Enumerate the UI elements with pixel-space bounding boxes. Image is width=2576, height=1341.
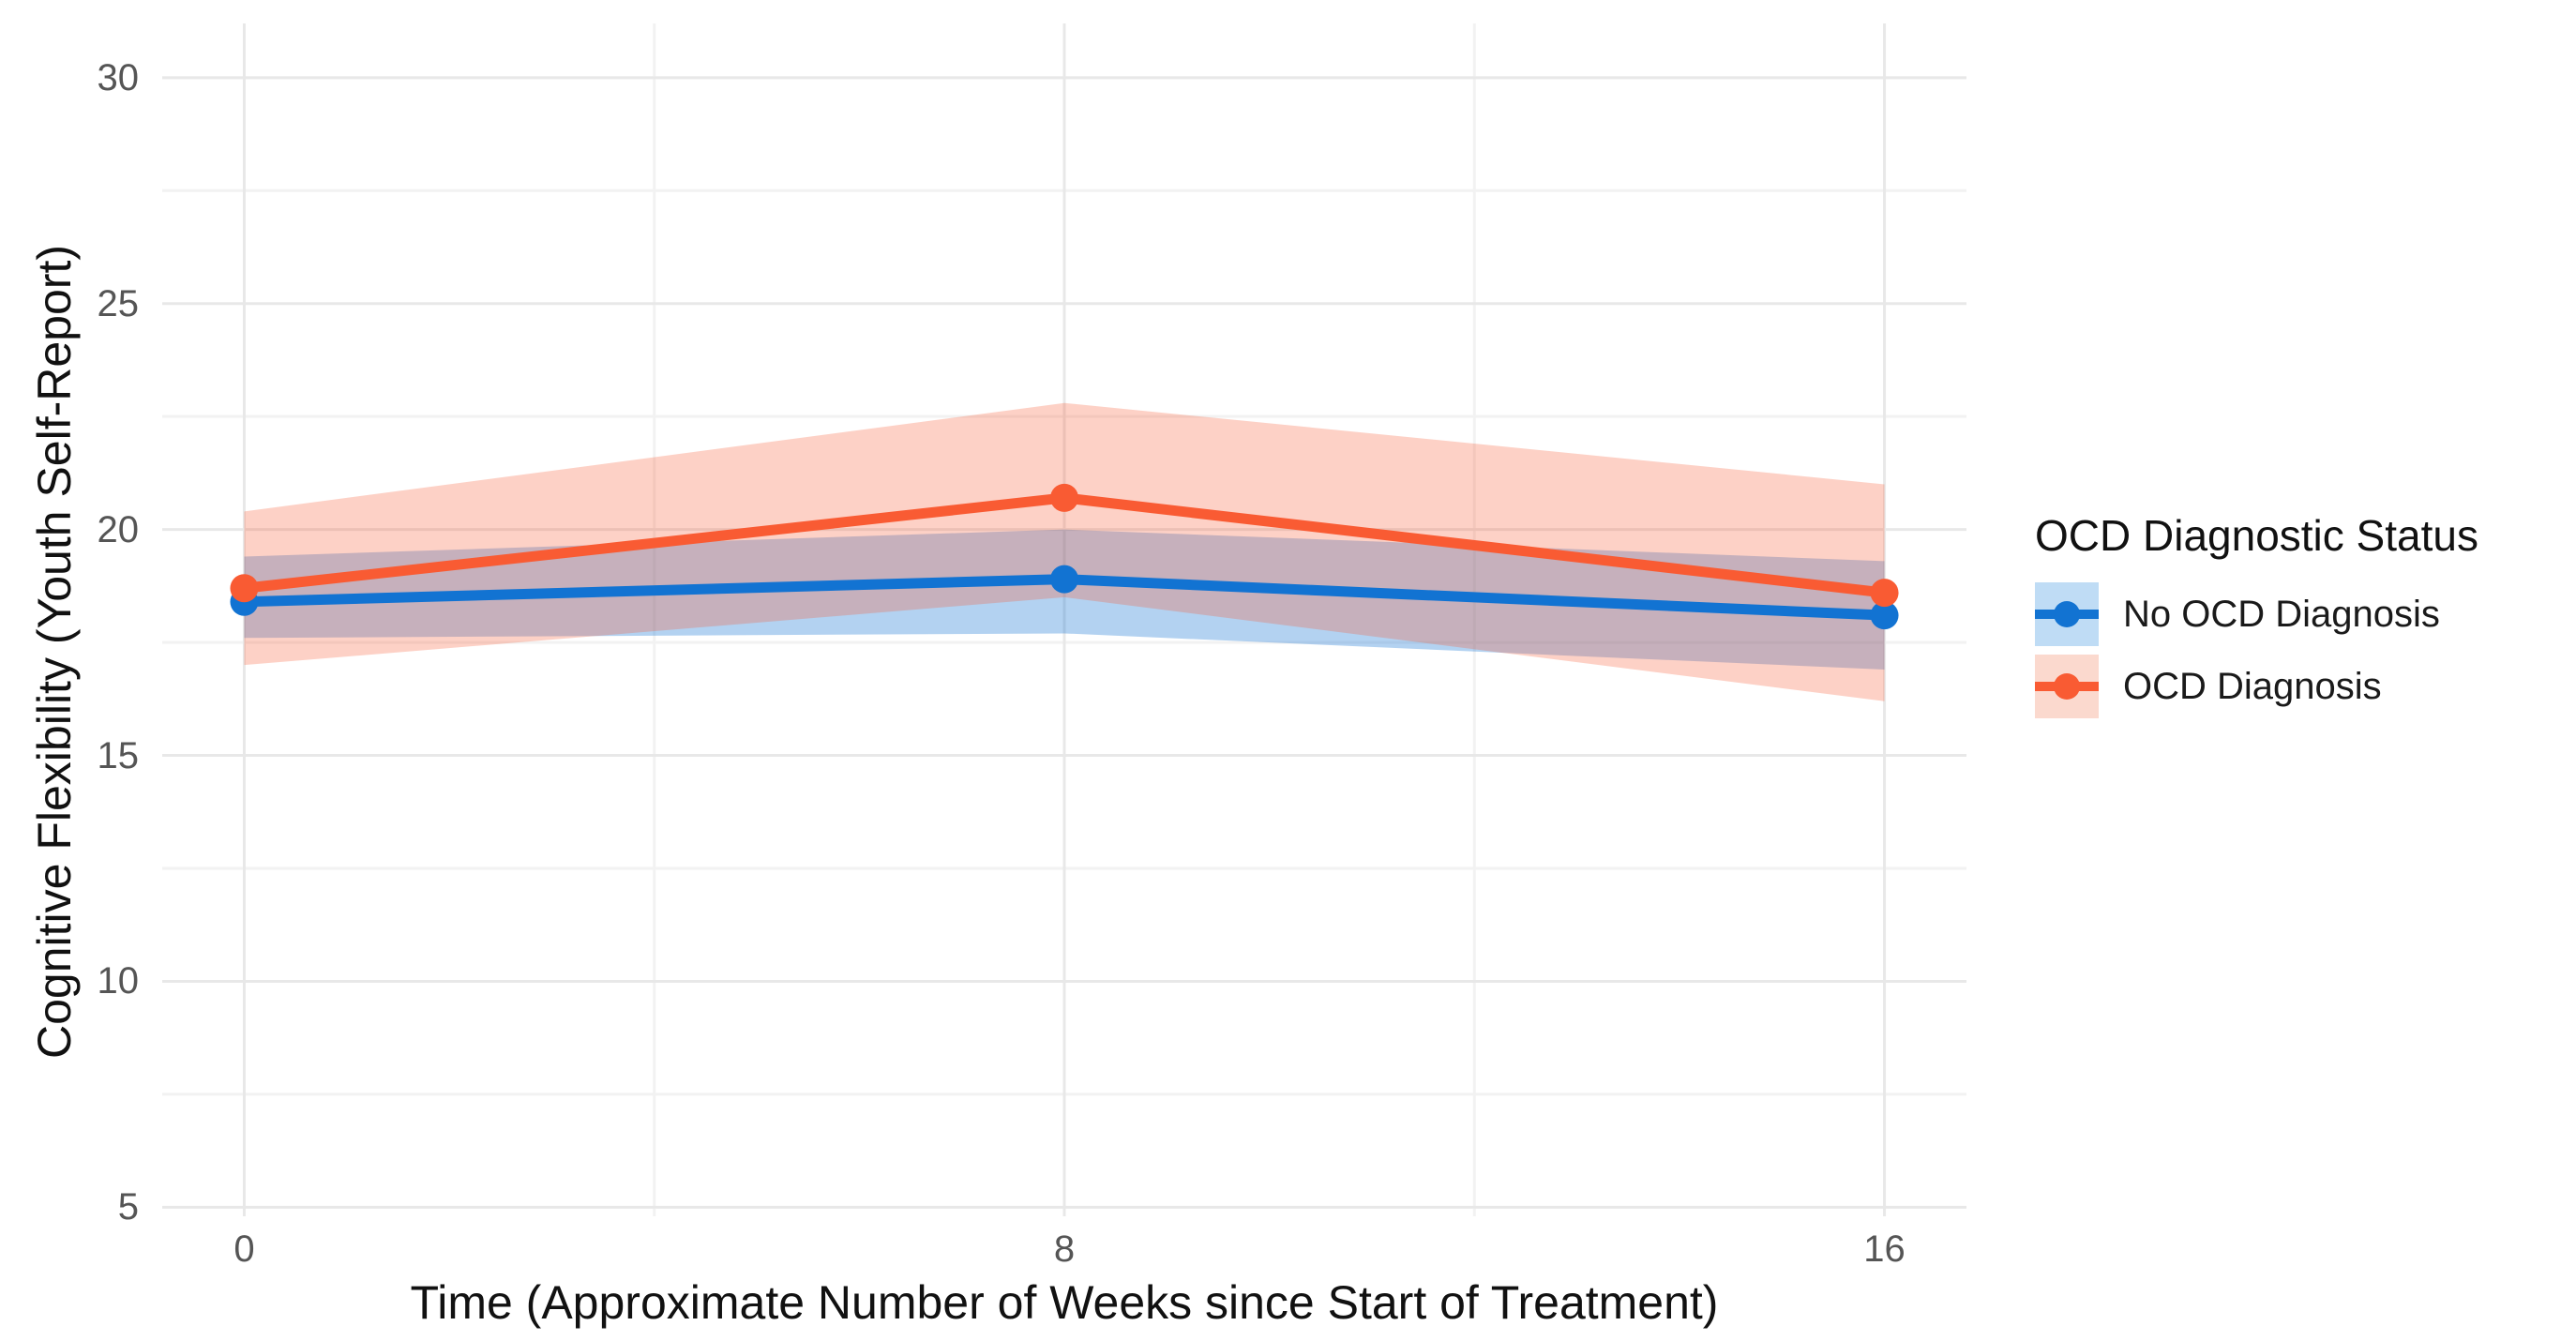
data-point-ocd-week-16 [1870, 579, 1899, 608]
legend-label-no-ocd: No OCD Diagnosis [2123, 593, 2440, 635]
y-tick-label-15: 15 [97, 734, 140, 776]
legend-key-swatch-ocd [2035, 655, 2099, 718]
legend: OCD Diagnostic Status No OCD Diagnosis O… [2035, 511, 2569, 727]
x-tick-label-8: 8 [1053, 1228, 1076, 1270]
legend-point-icon [2054, 673, 2080, 700]
ci-ribbon-ocd [244, 402, 1885, 701]
ci-ribbon-no-ocd [244, 529, 1885, 670]
x-tick-label-0: 0 [233, 1228, 255, 1270]
y-tick-label-30: 30 [97, 56, 140, 98]
y-tick-label-25: 25 [97, 282, 140, 324]
x-tick-label-16: 16 [1863, 1228, 1906, 1270]
legend-label-ocd: OCD Diagnosis [2123, 665, 2382, 707]
legend-entry-ocd-diagnosis: OCD Diagnosis [2035, 655, 2569, 718]
x-axis-title: Time (Approximate Number of Weeks since … [410, 1276, 1719, 1329]
legend-entry-no-ocd-diagnosis: No OCD Diagnosis [2035, 582, 2569, 646]
legend-point-icon [2054, 601, 2080, 627]
data-point-no-ocd-week-16 [1870, 601, 1899, 630]
legend-title: OCD Diagnostic Status [2035, 511, 2478, 560]
y-axis-title: Cognitive Flexibility (Youth Self-Report… [28, 245, 81, 1059]
y-tick-label-20: 20 [97, 508, 140, 550]
data-point-ocd-week-8 [1050, 483, 1078, 512]
y-tick-label-5: 5 [117, 1186, 139, 1228]
data-point-ocd-week-0 [230, 574, 259, 603]
y-tick-label-10: 10 [97, 960, 140, 1002]
data-point-no-ocd-week-8 [1050, 565, 1078, 594]
legend-key-swatch-no-ocd [2035, 582, 2099, 646]
